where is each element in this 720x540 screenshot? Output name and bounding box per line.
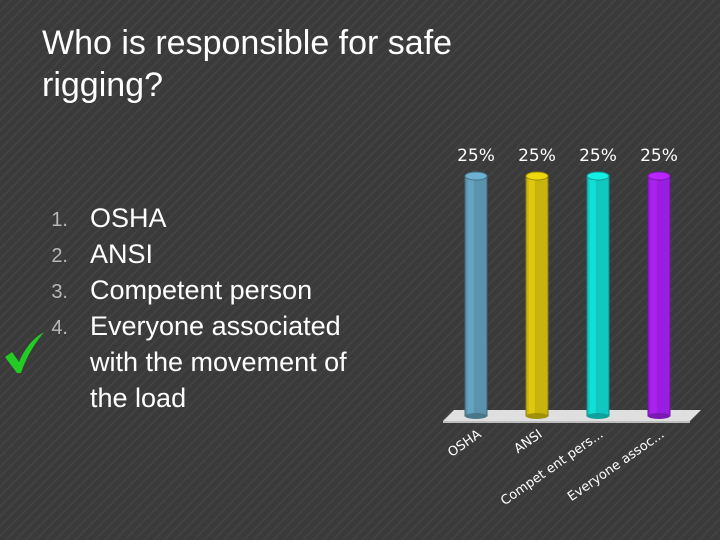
answer-text: Competent person <box>90 275 313 305</box>
bar-4 <box>647 171 671 419</box>
answer-number: 3. <box>51 281 68 303</box>
answer-number: 2. <box>51 245 68 267</box>
bar-category-label: Compet ent pers... <box>498 427 606 509</box>
answer-option-4: 4. Everyone associated with the movement… <box>38 308 368 416</box>
answer-number: 4. <box>51 317 68 339</box>
answer-number: 1. <box>51 209 68 231</box>
answer-option-3: 3. Competent person <box>38 272 368 308</box>
bar-1 <box>464 171 488 419</box>
bar-value-label: 25% <box>457 146 495 166</box>
bar-2 <box>525 171 549 419</box>
bar-category-label: OSHA <box>445 427 484 461</box>
answer-text: OSHA <box>90 203 167 233</box>
answer-text: Everyone associated with the movement of… <box>90 311 347 413</box>
bar-value-label: 25% <box>579 146 617 166</box>
answer-option-1: 1. OSHA <box>38 200 368 236</box>
answer-list: 1. OSHA 2. ANSI 3. Competent person 4. E… <box>38 200 368 416</box>
slide-title: Who is responsible for safe rigging? <box>42 24 453 104</box>
bar-value-label: 25% <box>518 146 556 166</box>
chart-floor <box>443 410 701 423</box>
bar-category-label: ANSI <box>512 427 546 457</box>
bar-3 <box>586 171 610 419</box>
bar-value-label: 25% <box>640 146 678 166</box>
answer-option-2: 2. ANSI <box>38 236 368 272</box>
answer-text: ANSI <box>90 239 154 269</box>
check-icon <box>5 332 44 373</box>
